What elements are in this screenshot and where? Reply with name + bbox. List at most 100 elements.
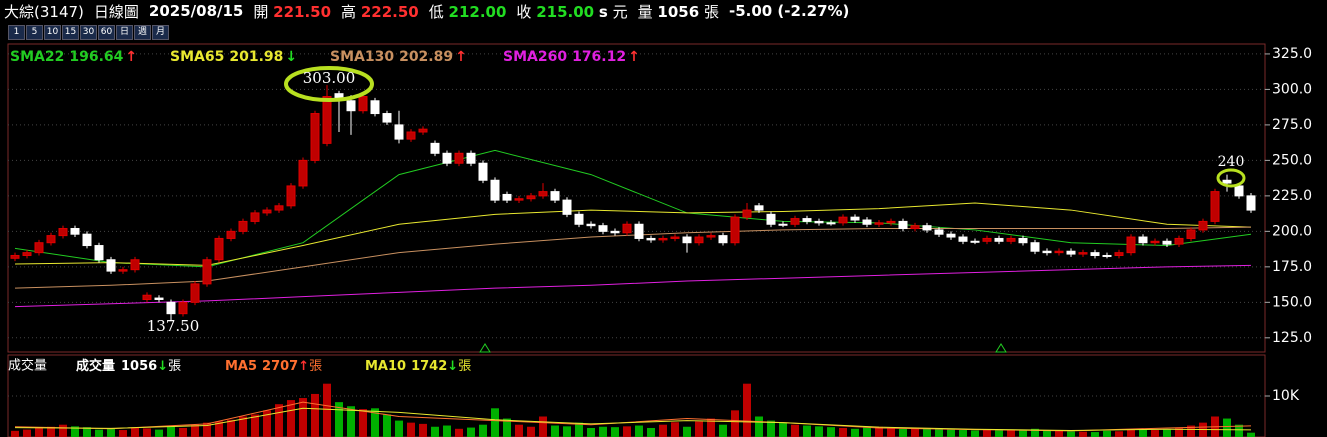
y-tick-label: 225.0: [1272, 188, 1312, 204]
candle-body: [694, 236, 704, 244]
candle-body: [1078, 252, 1088, 255]
volume-bar: [515, 424, 523, 437]
volume-bar: [935, 428, 943, 437]
volume-bar: [1115, 431, 1123, 437]
stock-name: 大綜(3147): [4, 2, 84, 21]
period-button[interactable]: 5: [26, 25, 43, 40]
y-tick-label: 325.0: [1272, 46, 1312, 62]
value: 1056: [657, 2, 700, 21]
volume-bar: [791, 424, 799, 437]
candle-body: [1150, 240, 1160, 244]
candle-body: [646, 237, 656, 241]
volume-bar: [863, 427, 871, 437]
period-button[interactable]: 1: [8, 25, 25, 40]
volume-bar: [227, 419, 235, 437]
legend-value: 201.98: [229, 49, 283, 65]
period-button[interactable]: 15: [62, 25, 79, 40]
volume-bar: [707, 418, 715, 437]
candle-body: [406, 131, 416, 140]
candle-body: [850, 216, 860, 221]
volume-bar: [971, 430, 979, 437]
volume-bar: [95, 429, 103, 437]
volume-bar: [1151, 430, 1159, 437]
candle-body: [10, 254, 20, 259]
volume-bar: [491, 408, 499, 437]
volume-bar: [323, 383, 331, 437]
legend-unit: 張: [458, 359, 471, 374]
volume-bar: [1235, 424, 1243, 437]
volume-bar: [1031, 428, 1039, 437]
candle-body: [514, 198, 524, 201]
candle-body: [994, 237, 1004, 242]
candle-body: [766, 213, 776, 225]
candle-body: [658, 237, 668, 241]
legend-entry: SMA130 202.89 ↑: [330, 49, 467, 65]
candle-body: [754, 205, 764, 211]
volume-bar: [203, 422, 211, 437]
legend-entry: 成交量 1056↓張: [76, 358, 181, 374]
candle-body: [934, 229, 944, 235]
period-button[interactable]: 10: [44, 25, 61, 40]
candle-body: [562, 199, 572, 215]
volume-bar: [1055, 430, 1063, 437]
legend-value: 1742: [411, 359, 447, 374]
volume-bar: [251, 414, 259, 437]
candle-body: [1042, 250, 1052, 254]
period: 日線圖: [93, 2, 139, 21]
volume-bar: [911, 427, 919, 437]
candle-body: [1030, 242, 1040, 252]
candle-body: [382, 113, 392, 123]
annotation: 303.00: [303, 69, 356, 87]
volume-bar: [635, 425, 643, 437]
period-button[interactable]: 週: [134, 25, 151, 40]
volume-bar: [455, 428, 463, 437]
candle-body: [670, 236, 680, 239]
volume-bar: [143, 428, 151, 437]
legend-value: 202.89: [399, 49, 453, 65]
candle-body: [586, 223, 596, 227]
volume-bar: [1139, 428, 1147, 437]
period-button[interactable]: 30: [80, 25, 97, 40]
period-button[interactable]: 60: [98, 25, 115, 40]
volume-bar: [155, 429, 163, 437]
candle-body: [622, 223, 632, 234]
legend-entry: SMA260 176.12 ↑: [503, 49, 640, 65]
legend-arrow: ↓: [285, 49, 297, 65]
legend-unit: 張: [309, 359, 322, 374]
volume-bar: [887, 428, 895, 437]
volume-bar: [1163, 429, 1171, 437]
candle-body: [742, 209, 752, 218]
volume-bar: [59, 424, 67, 437]
candle-body: [22, 252, 32, 256]
volume-bar: [347, 406, 355, 437]
volume-bar: [851, 428, 859, 437]
volume-bar: [875, 426, 883, 437]
candle-body: [1126, 236, 1136, 254]
volume-bar: [731, 410, 739, 437]
candle-body: [886, 220, 896, 224]
volume-bar: [215, 421, 223, 437]
period-button[interactable]: 月: [152, 25, 169, 40]
candle-body: [394, 124, 404, 140]
candle-body: [1018, 237, 1028, 244]
candle-body: [58, 228, 68, 237]
candle-body: [190, 283, 200, 303]
volume-bar: [1091, 432, 1099, 437]
volume-bar: [443, 425, 451, 437]
volume-bar: [335, 402, 343, 437]
candle-body: [802, 218, 812, 222]
value: 212.00: [448, 2, 507, 21]
volume-bar: [995, 430, 1003, 437]
volume-bar: [647, 427, 655, 437]
volume-bar: [47, 426, 55, 437]
candle-body: [34, 242, 44, 254]
volume-bar: [719, 424, 727, 437]
volume-bar: [563, 426, 571, 437]
volume-bar: [803, 425, 811, 437]
legend-unit: 張: [168, 359, 181, 374]
annotation: 240: [1218, 154, 1245, 170]
volume-bar: [1103, 430, 1111, 437]
period-button[interactable]: 日: [116, 25, 133, 40]
candle-body: [418, 128, 428, 133]
ma-line: [14, 401, 1252, 432]
